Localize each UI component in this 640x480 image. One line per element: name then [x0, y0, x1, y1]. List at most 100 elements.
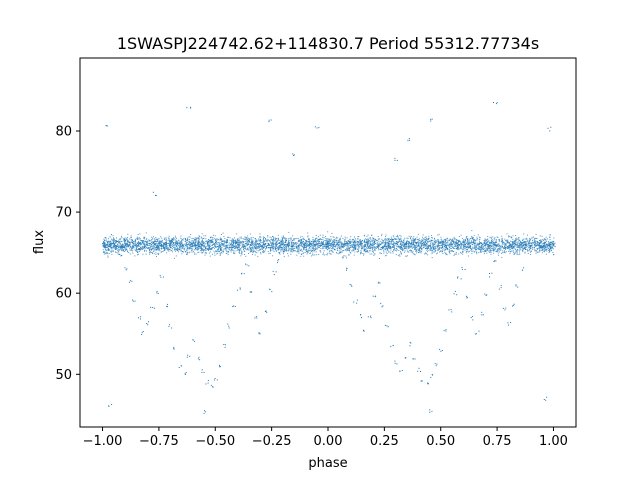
data-point	[352, 242, 354, 244]
data-point	[434, 243, 436, 245]
data-point	[218, 250, 220, 252]
data-point	[464, 243, 466, 245]
data-point	[500, 248, 502, 250]
data-point	[309, 248, 311, 250]
data-point	[493, 242, 495, 244]
data-point	[487, 244, 489, 245]
data-point	[194, 239, 196, 241]
data-point	[406, 239, 408, 241]
data-point	[512, 248, 514, 250]
data-point	[366, 247, 368, 249]
data-point	[238, 239, 240, 241]
data-point	[166, 252, 168, 254]
data-point	[457, 249, 459, 251]
data-point	[374, 247, 376, 249]
data-point	[231, 245, 233, 247]
data-point	[489, 251, 491, 253]
data-point	[282, 235, 284, 237]
data-point	[541, 243, 543, 245]
data-point	[433, 243, 435, 245]
data-point	[464, 238, 466, 240]
data-point	[195, 249, 197, 251]
data-point	[237, 245, 239, 247]
data-point	[291, 246, 293, 248]
data-point	[535, 252, 537, 254]
data-point	[360, 249, 362, 251]
data-point	[221, 245, 223, 247]
data-point	[255, 239, 257, 241]
data-point	[322, 241, 324, 243]
data-point	[356, 251, 358, 253]
data-point	[436, 249, 438, 251]
data-point	[399, 234, 401, 236]
data-point	[528, 240, 530, 242]
data-point	[437, 239, 439, 241]
data-point	[336, 250, 338, 251]
data-point	[287, 255, 289, 257]
data-point	[542, 246, 544, 248]
data-point	[403, 239, 405, 241]
data-point	[306, 245, 308, 247]
data-point	[400, 242, 402, 244]
data-point	[128, 252, 130, 253]
data-point	[282, 240, 284, 242]
data-point	[122, 247, 124, 249]
data-point	[164, 247, 166, 249]
data-point	[446, 244, 448, 246]
data-point	[421, 247, 423, 249]
data-point	[208, 239, 209, 240]
data-point	[223, 249, 225, 251]
data-point	[185, 242, 187, 244]
data-point	[245, 239, 247, 241]
data-point	[472, 244, 474, 246]
data-point	[225, 249, 227, 251]
data-point	[206, 241, 208, 243]
data-point	[514, 248, 516, 250]
data-point	[360, 243, 362, 245]
data-point	[102, 241, 104, 243]
data-point	[417, 244, 419, 246]
data-point	[238, 252, 240, 253]
data-point	[257, 250, 259, 252]
data-point	[112, 250, 114, 251]
data-point	[131, 239, 132, 241]
data-point	[487, 250, 489, 252]
data-point	[249, 241, 251, 243]
data-point	[250, 243, 252, 245]
data-point	[512, 245, 513, 247]
data-point	[487, 236, 489, 237]
data-point	[188, 252, 190, 254]
data-point	[153, 241, 155, 243]
data-point	[333, 244, 335, 246]
data-point	[252, 240, 254, 242]
data-point	[192, 241, 194, 243]
data-point	[277, 242, 279, 244]
data-point	[260, 240, 262, 242]
data-point	[522, 248, 524, 250]
data-point	[162, 239, 163, 241]
data-point	[493, 243, 495, 245]
data-point	[232, 240, 233, 242]
data-point	[378, 245, 380, 247]
data-point	[241, 252, 243, 254]
data-point	[322, 234, 324, 236]
data-point	[300, 242, 302, 244]
data-point	[320, 245, 322, 247]
data-point	[402, 244, 404, 246]
data-point	[512, 235, 514, 237]
data-point	[163, 245, 165, 247]
data-point	[489, 248, 491, 250]
data-point	[136, 236, 138, 238]
data-point	[117, 253, 119, 255]
data-point	[391, 238, 392, 240]
data-point	[497, 250, 499, 251]
data-point	[360, 241, 362, 243]
data-point	[235, 239, 237, 241]
data-point	[173, 246, 175, 248]
data-point	[119, 242, 121, 244]
data-point	[152, 237, 153, 239]
data-point	[490, 242, 492, 244]
data-point	[237, 242, 239, 243]
data-point	[201, 243, 203, 245]
data-point	[530, 243, 532, 245]
